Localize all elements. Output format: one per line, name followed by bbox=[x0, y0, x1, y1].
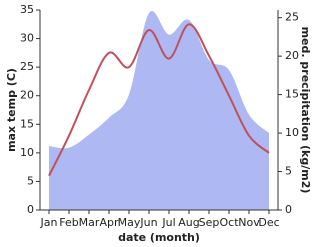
y-tick-label: 20 bbox=[20, 89, 34, 102]
x-tick-label: Dec bbox=[258, 216, 279, 229]
y-tick-label: 5 bbox=[27, 174, 34, 187]
y2-tick-label: 10 bbox=[285, 126, 299, 139]
x-tick-label: Jan bbox=[40, 216, 58, 229]
x-axis-label: date (month) bbox=[118, 231, 200, 244]
y-tick-label: 15 bbox=[20, 117, 34, 130]
y2-tick-label: 5 bbox=[285, 165, 292, 178]
x-tick-label: Feb bbox=[59, 216, 78, 229]
y-axis-label: max temp (C) bbox=[5, 68, 18, 152]
y2-axis-label: med. precipitation (kg/m2) bbox=[299, 27, 312, 194]
y-tick-label: 25 bbox=[20, 60, 34, 73]
x-tick-label: Oct bbox=[219, 216, 239, 229]
x-tick-label: Sep bbox=[199, 216, 220, 229]
x-tick-label: May bbox=[118, 216, 141, 229]
y2-tick-label: 25 bbox=[285, 11, 299, 24]
x-tick-label: Nov bbox=[238, 216, 260, 229]
y-tick-label: 30 bbox=[20, 32, 34, 45]
x-tick-label: Jul bbox=[161, 216, 175, 229]
x-tick-label: Jun bbox=[139, 216, 157, 229]
temperature-line bbox=[48, 23, 270, 177]
y-tick-label: 10 bbox=[20, 146, 34, 159]
x-tick-label: Apr bbox=[99, 216, 119, 229]
y2-tick-label: 15 bbox=[285, 88, 299, 101]
precipitation-area bbox=[49, 11, 269, 210]
y2-tick-label: 0 bbox=[285, 203, 292, 216]
y-tick-label: 0 bbox=[27, 203, 34, 216]
y2-tick-label: 20 bbox=[285, 49, 299, 62]
x-tick-label: Aug bbox=[178, 216, 199, 229]
x-tick-label: Mar bbox=[79, 216, 100, 229]
y-tick-label: 35 bbox=[20, 3, 34, 16]
